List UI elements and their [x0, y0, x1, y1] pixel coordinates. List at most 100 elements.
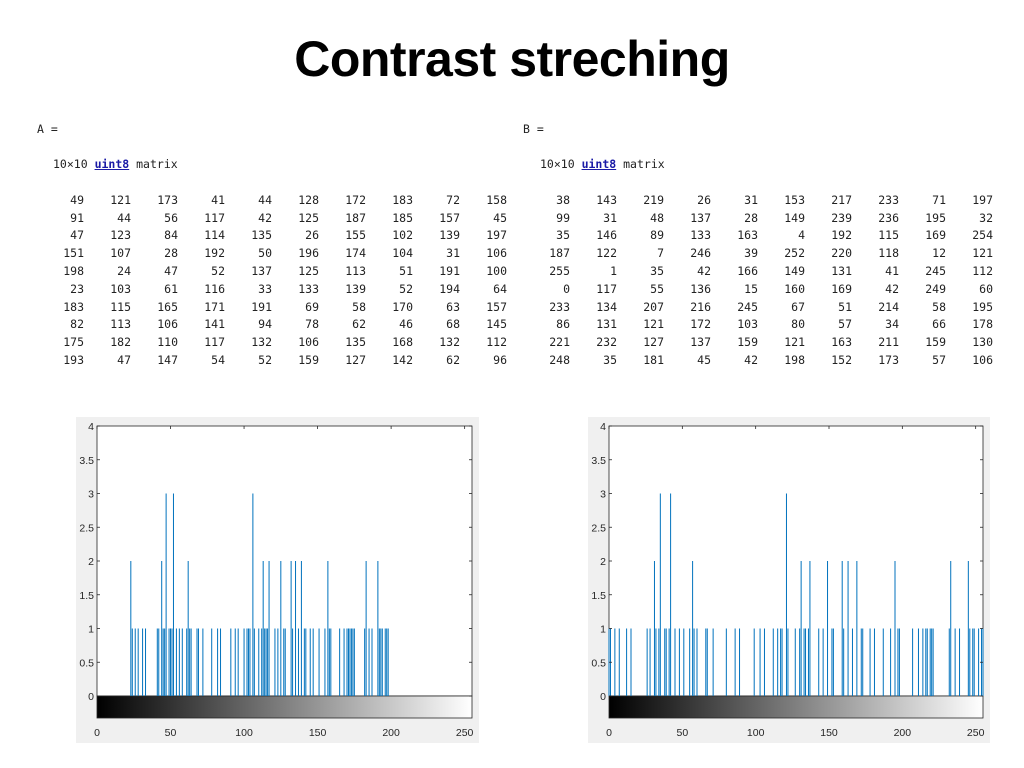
- matrix-cell: 128: [298, 192, 319, 207]
- matrix-cell: 158: [486, 192, 507, 207]
- matrix-a-type-suffix: matrix: [136, 157, 178, 171]
- matrix-cell: 7: [657, 246, 664, 261]
- matrix-cell: 52: [258, 353, 272, 368]
- matrix-cell: 193: [63, 353, 84, 368]
- matrix-cell: 173: [878, 353, 899, 368]
- matrix-cell: 57: [932, 353, 946, 368]
- matrix-cell: 46: [399, 317, 413, 332]
- y-tick-label: 4: [600, 421, 606, 433]
- matrix-cell: 131: [831, 264, 852, 279]
- matrix-cell: 78: [305, 317, 319, 332]
- matrix-cell: 127: [345, 353, 366, 368]
- matrix-cell: 249: [925, 281, 946, 296]
- matrix-cell: 112: [486, 335, 507, 350]
- y-tick-label: 0.5: [591, 657, 606, 669]
- matrix-cell: 160: [784, 281, 805, 296]
- matrix-cell: 117: [596, 281, 617, 296]
- matrix-cell: 47: [117, 353, 131, 368]
- matrix-cell: 254: [972, 228, 993, 243]
- matrix-cell: 137: [690, 335, 711, 350]
- x-tick-label: 50: [676, 727, 688, 739]
- matrix-cell: 106: [486, 246, 507, 261]
- matrix-cell: 44: [258, 192, 272, 207]
- x-tick-label: 250: [967, 727, 985, 739]
- matrix-cell: 115: [878, 228, 899, 243]
- slide-title: Contrast streching: [294, 31, 730, 87]
- matrix-cell: 42: [258, 210, 272, 225]
- y-tick-label: 3.5: [591, 455, 606, 467]
- matrix-cell: 58: [932, 299, 946, 314]
- matrix-cell: 125: [298, 210, 319, 225]
- matrix-a-uint8-link[interactable]: uint8: [94, 157, 130, 171]
- matrix-b-uint8-link[interactable]: uint8: [581, 157, 617, 171]
- matrix-cell: 12: [932, 246, 946, 261]
- y-tick-label: 3: [600, 489, 606, 501]
- matrix-cell: 207: [643, 299, 664, 314]
- matrix-cell: 82: [70, 317, 84, 332]
- matrix-cell: 0: [563, 281, 570, 296]
- matrix-cell: 159: [925, 335, 946, 350]
- matrix-cell: 143: [596, 192, 617, 207]
- matrix-cell: 181: [643, 353, 664, 368]
- matrix-cell: 157: [486, 299, 507, 314]
- histogram-a: 0 0.5 1 1.5 2 2.5 3 3.5 4 0 50 100 150 200 250: [79, 421, 474, 739]
- matrix-cell: 42: [885, 281, 899, 296]
- matrix-cell: 39: [744, 246, 758, 261]
- y-tick-label: 0.5: [79, 657, 94, 669]
- matrix-cell: 61: [164, 281, 178, 296]
- matrix-cell: 216: [690, 299, 711, 314]
- matrix-cell: 163: [737, 228, 758, 243]
- matrix-row: 193 47 147 54 52 159 127 142 62 96: [54, 351, 507, 369]
- matrix-cell: 137: [690, 210, 711, 225]
- matrix-cell: 141: [204, 317, 225, 332]
- histogram-b: 0 0.5 1 1.5 2 2.5 3 3.5 4 0 50 100 150 200 250: [591, 421, 985, 739]
- matrix-cell: 172: [690, 317, 711, 332]
- matrix-cell: 239: [831, 210, 852, 225]
- matrix-cell: 149: [784, 264, 805, 279]
- matrix-cell: 157: [439, 210, 460, 225]
- matrix-cell: 116: [204, 281, 225, 296]
- matrix-cell: 38: [556, 192, 570, 207]
- matrix-cell: 123: [110, 228, 131, 243]
- matrix-row: 49 121 173 41 44 128 172 183 72 158: [54, 191, 507, 209]
- matrix-cell: 125: [298, 264, 319, 279]
- matrix-cell: 166: [737, 264, 758, 279]
- y-tick-label: 3: [88, 489, 94, 501]
- matrix-row: 248 35 181 45 42 198 152 173 57 106: [540, 351, 993, 369]
- matrix-row: 99 31 48 137 28 149 239 236 195 32: [540, 209, 993, 227]
- grayscale-colorbar: [608, 695, 984, 719]
- matrix-cell: 31: [744, 192, 758, 207]
- x-tick-label: 0: [94, 727, 100, 739]
- y-tick-label: 2: [600, 556, 606, 568]
- matrix-cell: 117: [204, 210, 225, 225]
- matrix-cell: 178: [972, 317, 993, 332]
- matrix-cell: 117: [204, 335, 225, 350]
- matrix-cell: 62: [352, 317, 366, 332]
- matrix-cell: 155: [345, 228, 366, 243]
- grayscale-colorbar: [96, 695, 473, 719]
- matrix-cell: 232: [596, 335, 617, 350]
- matrix-cell: 191: [251, 299, 272, 314]
- matrix-cell: 233: [878, 192, 899, 207]
- matrix-cell: 45: [697, 353, 711, 368]
- matrix-cell: 163: [831, 335, 852, 350]
- matrix-cell: 245: [925, 264, 946, 279]
- matrix-cell: 35: [603, 353, 617, 368]
- matrix-cell: 55: [650, 281, 664, 296]
- matrix-cell: 135: [251, 228, 272, 243]
- matrix-cell: 196: [298, 246, 319, 261]
- matrix-cell: 45: [493, 210, 507, 225]
- matrix-b-table: 38 143 219 26 31 153 217 233 71 197 99 31 48 137 28 149…: [540, 191, 993, 369]
- x-tick-label: 0: [606, 727, 612, 739]
- matrix-cell: 132: [439, 335, 460, 350]
- matrix-cell: 58: [352, 299, 366, 314]
- matrix-cell: 145: [486, 317, 507, 332]
- matrix-cell: 67: [791, 299, 805, 314]
- matrix-a-table: 49 121 173 41 44 128 172 183 72 158 91 44 56 117 42 125…: [54, 191, 507, 369]
- matrix-cell: 248: [549, 353, 570, 368]
- matrix-cell: 217: [831, 192, 852, 207]
- matrix-b-type-suffix: matrix: [623, 157, 665, 171]
- x-tick-label: 250: [456, 727, 474, 739]
- y-tick-label: 1: [600, 624, 606, 636]
- matrix-cell: 115: [110, 299, 131, 314]
